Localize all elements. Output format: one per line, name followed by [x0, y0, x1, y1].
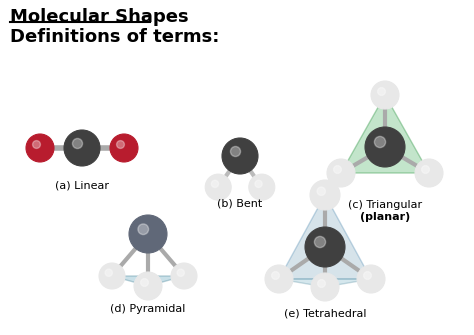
Circle shape — [99, 263, 125, 289]
Text: (a) Linear: (a) Linear — [55, 180, 109, 190]
Circle shape — [129, 215, 167, 253]
Polygon shape — [279, 279, 371, 287]
Text: (planar): (planar) — [360, 212, 410, 222]
Circle shape — [334, 165, 341, 174]
Circle shape — [138, 224, 148, 234]
Circle shape — [305, 227, 345, 267]
Circle shape — [230, 146, 240, 156]
Circle shape — [249, 174, 275, 200]
Circle shape — [110, 134, 138, 162]
Polygon shape — [112, 276, 184, 286]
Circle shape — [317, 187, 326, 195]
Circle shape — [364, 272, 372, 279]
Circle shape — [255, 180, 262, 188]
Text: (d) Pyramidal: (d) Pyramidal — [110, 304, 186, 314]
Circle shape — [314, 237, 326, 248]
Circle shape — [134, 272, 162, 300]
Circle shape — [141, 279, 148, 286]
Circle shape — [105, 269, 112, 276]
Circle shape — [327, 159, 355, 187]
Circle shape — [222, 138, 258, 174]
Text: (b) Bent: (b) Bent — [218, 198, 263, 208]
Circle shape — [374, 136, 386, 148]
Circle shape — [378, 87, 385, 95]
Text: (c) Triangular: (c) Triangular — [348, 200, 422, 210]
Circle shape — [26, 134, 54, 162]
Circle shape — [171, 263, 197, 289]
Circle shape — [311, 273, 339, 301]
Circle shape — [357, 265, 385, 293]
Text: Definitions of terms:: Definitions of terms: — [10, 28, 219, 46]
Circle shape — [64, 130, 100, 166]
Circle shape — [265, 265, 293, 293]
Circle shape — [365, 127, 405, 167]
Text: (e) Tetrahedral: (e) Tetrahedral — [284, 309, 366, 319]
Circle shape — [272, 272, 279, 279]
Circle shape — [211, 180, 219, 188]
Circle shape — [33, 141, 40, 148]
Circle shape — [318, 280, 326, 287]
Circle shape — [205, 174, 231, 200]
Text: Molecular Shapes: Molecular Shapes — [10, 8, 189, 26]
Circle shape — [310, 180, 340, 210]
Polygon shape — [341, 95, 429, 173]
Circle shape — [421, 165, 429, 174]
Circle shape — [117, 141, 124, 148]
Circle shape — [415, 159, 443, 187]
Circle shape — [73, 138, 82, 148]
Polygon shape — [279, 195, 371, 279]
Circle shape — [177, 269, 184, 276]
Circle shape — [371, 81, 399, 109]
